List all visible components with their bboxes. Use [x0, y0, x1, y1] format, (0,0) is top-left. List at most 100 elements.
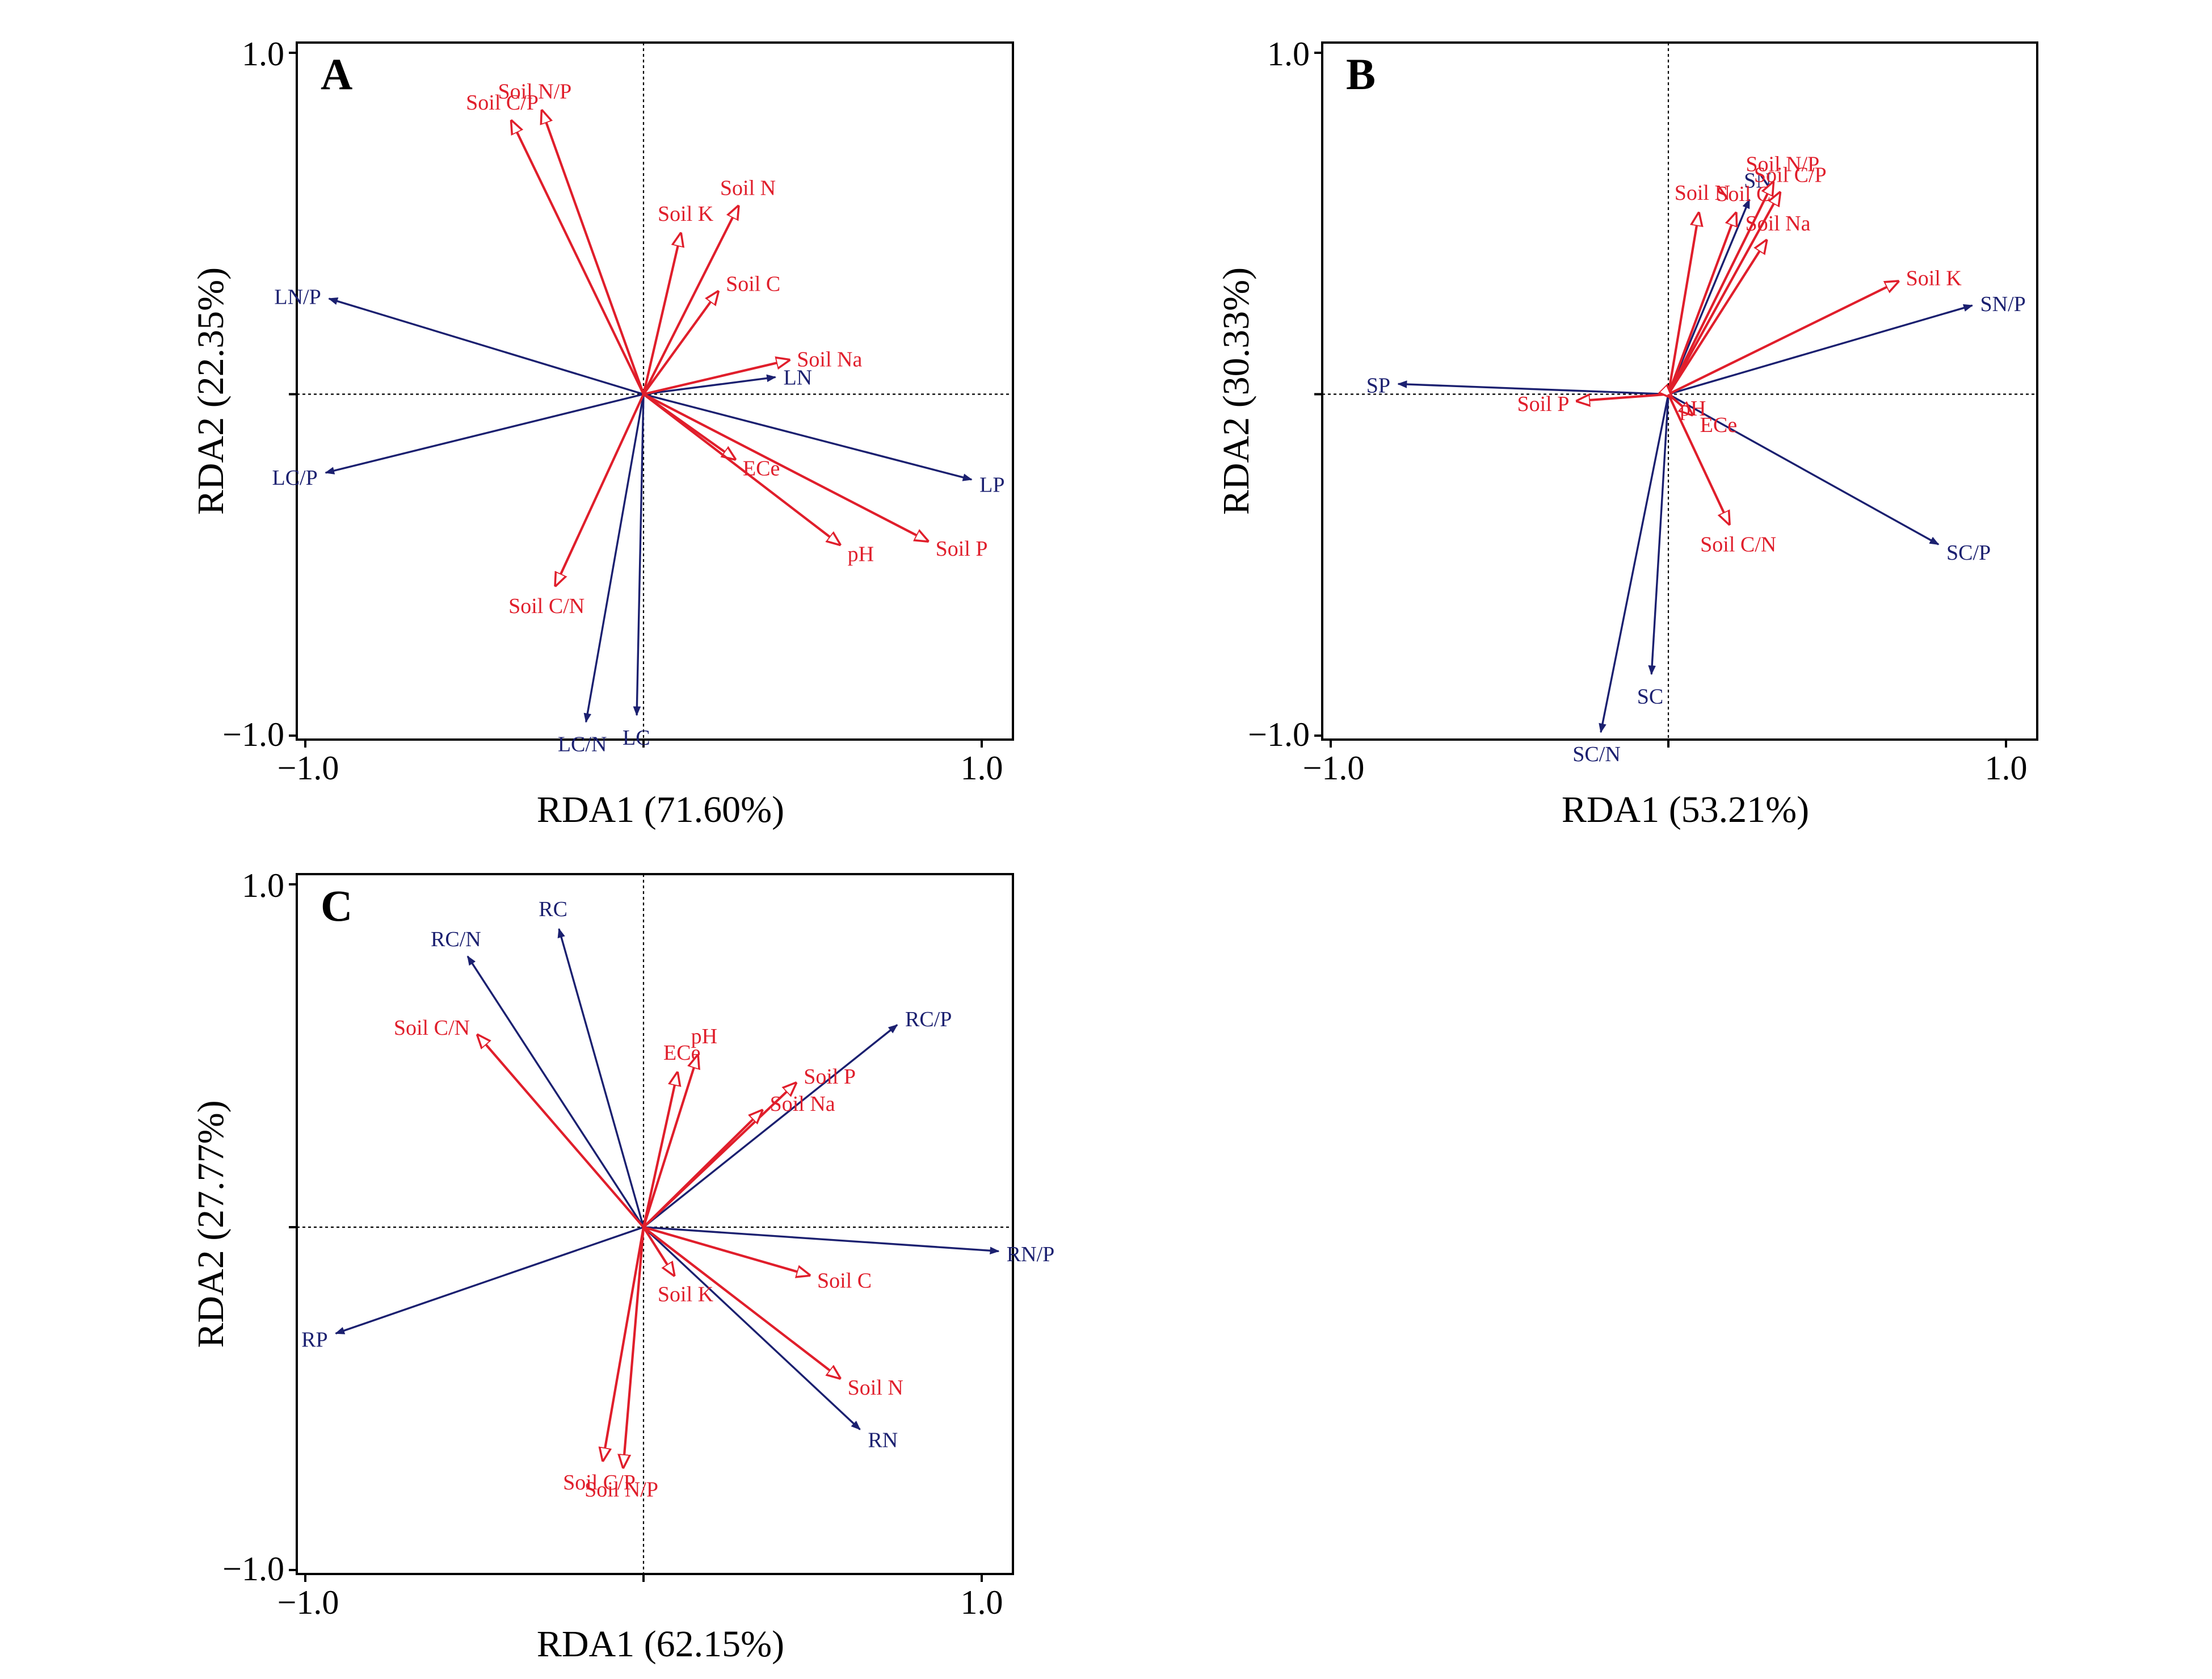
vector-soil-c-n: [556, 393, 645, 586]
vector-ln-p: [328, 297, 644, 396]
vector-sp: [1397, 380, 1669, 396]
y-tick-label: 1.0: [242, 35, 284, 73]
vector-lc: [633, 394, 645, 716]
vector-lp: [643, 393, 973, 481]
vector-label-lp: LP: [979, 473, 1004, 497]
vector-soil-p: [643, 393, 928, 542]
vector-soil-c-n: [1667, 393, 1729, 524]
vector-label-lc-p: LC/P: [272, 466, 318, 490]
vector-label-soil-n: Soil N: [848, 1376, 903, 1400]
vector-label-soil-c-n: Soil C/N: [1700, 532, 1776, 556]
vector-label-soil-c: Soil C: [817, 1269, 872, 1293]
vector-label-ph: pH: [848, 543, 874, 566]
vector-soil-c: [642, 292, 718, 395]
vector-label-soil-na: Soil Na: [1745, 212, 1810, 236]
vector-label-soil-c-p: Soil C/P: [466, 91, 539, 115]
vector-label-soil-c-n: Soil C/N: [508, 594, 584, 618]
vector-label-sc-n: SC/N: [1572, 742, 1620, 766]
vector-label-soil-c-p: Soil C/P: [1754, 163, 1827, 187]
vector-rn: [642, 1226, 861, 1430]
plot-frame: [296, 41, 1014, 741]
y-axis-title: RDA2 (27.77%): [190, 1100, 232, 1348]
vector-label-soil-n-p: Soil N/P: [1746, 153, 1819, 177]
vector-label-soil-k: Soil K: [658, 202, 714, 226]
vector-label-soil-c: Soil C: [726, 272, 780, 296]
panel-letter: B: [1346, 49, 1376, 99]
vector-label-lc-n: LC/N: [558, 732, 607, 756]
vector-rp: [335, 1226, 644, 1334]
vector-label-soil-n: Soil N: [720, 177, 776, 200]
panel-c: −1.0 1.0 1.0 −1.0 RDA1 (62.15%) RDA2 (27.77%)…: [190, 867, 1054, 1665]
x-axis-title: RDA1 (62.15%): [537, 1623, 784, 1665]
vector-soil-k: [642, 1226, 674, 1275]
vector-label-lc: LC: [623, 726, 650, 750]
x-axis-title: RDA1 (53.21%): [1562, 789, 1809, 830]
vector-ln: [643, 374, 777, 396]
vector-label-soil-k: Soil K: [1906, 266, 1962, 290]
panel-a: −1.0 1.0 1.0 −1.0 RDA1 (71.60%) RDA2 (22.35%)…: [190, 35, 1014, 830]
x-tick-label: −1.0: [277, 749, 339, 787]
vector-ph: [642, 393, 840, 545]
vector-soil-c-n: [478, 1035, 645, 1228]
vector-rc: [557, 927, 645, 1228]
vector-soil-n-p: [542, 111, 645, 395]
y-axis-title: RDA2 (30.33%): [1216, 267, 1257, 515]
x-tick-label: 1.0: [1985, 749, 2028, 787]
vector-sn: [1667, 199, 1751, 395]
plot-frame: [296, 873, 1014, 1575]
vector-soil-n-p: [1667, 183, 1773, 395]
vector-soil-n-p: [623, 1227, 645, 1467]
vector-sn-p: [1668, 304, 1974, 396]
vector-label-rn: RN: [868, 1428, 898, 1452]
vector-label-rc-p: RC/P: [905, 1008, 952, 1031]
vector-ph: [642, 1056, 697, 1228]
vector-soil-c-p: [512, 121, 645, 395]
vector-soil-na: [643, 360, 789, 396]
vector-label-soil-n-p: Soil N/P: [498, 79, 571, 103]
vector-label-ln-p: LN/P: [274, 286, 321, 309]
vector-soil-n: [642, 1226, 840, 1378]
vector-label-sp: SP: [1366, 374, 1390, 398]
vector-soil-n: [1667, 213, 1699, 394]
y-tick-label: −1.0: [1248, 716, 1310, 753]
y-tick-label: 1.0: [1267, 35, 1310, 73]
panel-letter: C: [321, 881, 352, 930]
vector-label-soil-k: Soil K: [658, 1283, 714, 1307]
y-tick-label: −1.0: [222, 716, 284, 753]
vector-soil-c: [1667, 213, 1736, 395]
vector-label-ph: pH: [1680, 397, 1706, 421]
vector-rc-p: [642, 1024, 898, 1228]
x-tick-label: −1.0: [277, 1584, 339, 1621]
vector-label-soil-n: Soil N: [1675, 181, 1730, 205]
vector-soil-na: [1667, 241, 1767, 395]
vector-label-soil-n-p: Soil N/P: [584, 1478, 658, 1502]
vector-label-ph: pH: [691, 1025, 717, 1048]
vector-label-rc: RC: [539, 897, 567, 921]
y-tick-label: 1.0: [242, 867, 284, 904]
vector-label-soil-p: Soil P: [1517, 392, 1569, 416]
vector-label-soil-p: Soil P: [804, 1065, 856, 1089]
y-tick-label: −1.0: [222, 1550, 284, 1588]
vector-soil-c-p: [603, 1227, 645, 1460]
vector-label-soil-na: Soil Na: [797, 347, 862, 371]
vector-label-soil-p: Soil P: [936, 537, 988, 561]
plot-frame: [1321, 41, 2038, 741]
vector-soil-n: [642, 207, 738, 395]
vector-label-sc-p: SC/P: [1946, 541, 1991, 565]
x-tick-label: 1.0: [961, 749, 1003, 787]
vector-label-soil-c-n: Soil C/N: [394, 1016, 470, 1040]
vector-sc-n: [1599, 394, 1669, 733]
vector-soil-p: [1577, 394, 1669, 401]
vector-label-soil-na: Soil Na: [770, 1092, 835, 1116]
vector-rn-p: [643, 1226, 1000, 1255]
vector-soil-k: [642, 234, 681, 394]
x-axis-title: RDA1 (71.60%): [537, 789, 784, 830]
vector-soil-c: [643, 1225, 809, 1275]
vector-sc-p: [1668, 393, 1940, 545]
vector-label-rn-p: RN/P: [1007, 1243, 1054, 1266]
vector-label-sn-p: SN/P: [1980, 292, 2026, 316]
vector-label-rp: RP: [301, 1328, 327, 1351]
vector-rc-n: [466, 955, 645, 1228]
vector-label-soil-c-p: Soil C/P: [563, 1471, 636, 1495]
